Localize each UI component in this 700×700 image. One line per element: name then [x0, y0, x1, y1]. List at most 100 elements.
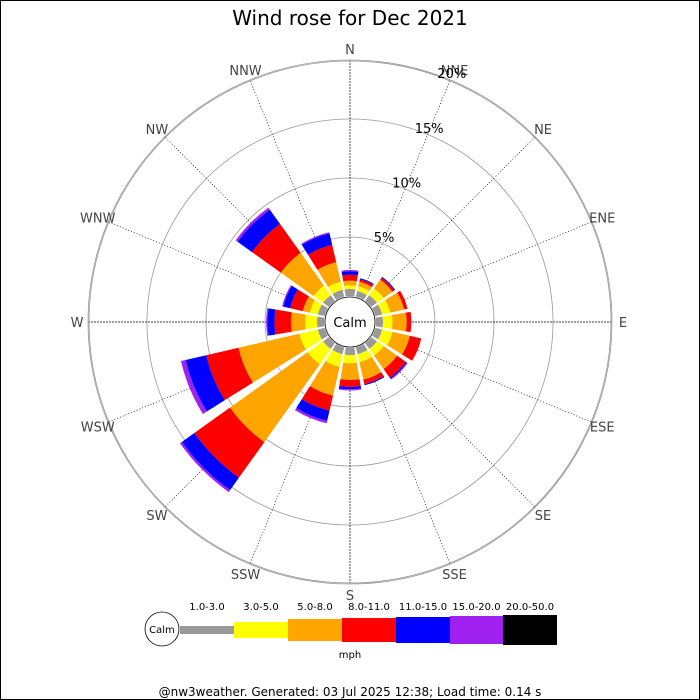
- petal-ne-bin-0: [365, 295, 377, 307]
- petal-wnw-bin-4: [283, 285, 298, 309]
- direction-label-ese: ESE: [590, 420, 615, 435]
- petal-nne-bin-1: [357, 286, 370, 295]
- legend-swatch-0: [180, 626, 234, 634]
- petal-se-bin-1: [369, 341, 384, 356]
- petal-n-bin-5: [341, 270, 359, 272]
- petal-ese-bin-2: [387, 331, 410, 355]
- direction-label-sw: SW: [146, 509, 167, 524]
- petal-ne-bin-2: [374, 279, 393, 298]
- legend-swatch-3: [342, 618, 396, 642]
- petal-s-bin-5: [338, 388, 362, 391]
- direction-label-nne: NNE: [441, 64, 469, 79]
- petal-nne-bin-4: [359, 278, 374, 285]
- direction-label-n: N: [345, 43, 355, 58]
- label-layer: N NNE NE ENE E ESE SE SSE S SSW SW WSW W WNW NW NNW 5% 10…: [71, 43, 628, 604]
- petal-n-bin-4: [341, 271, 359, 276]
- direction-label-nw: NW: [146, 123, 169, 138]
- petal-sse-bin-1: [357, 350, 372, 363]
- petal-wnw-bin-2: [302, 296, 315, 313]
- legend: Calm 1.0-3.0 3.0-5.0 5.0-8.0 8.0-11.0 11.0-15…: [144, 602, 557, 661]
- petal-nw-bin-4: [237, 209, 281, 253]
- petal-ssw-bin-3: [301, 386, 334, 411]
- petal-s-bin-4: [338, 386, 362, 390]
- petal-wsw-bin-3: [206, 347, 253, 401]
- petal-s-bin-3: [339, 379, 361, 387]
- spoke-ne: [368, 137, 535, 304]
- petal-ne-bin-1: [369, 288, 384, 303]
- direction-label-wnw: WNW: [80, 212, 116, 227]
- direction-label-ne: NE: [534, 123, 552, 138]
- petal-nnw-bin-3: [308, 244, 337, 270]
- petal-sse-bin-2: [359, 357, 382, 380]
- petal-e-bin-0: [375, 316, 384, 328]
- petal-nw-bin-2: [280, 252, 324, 296]
- petal-nw-bin-5: [235, 207, 270, 242]
- legend-swatch-4: [396, 617, 450, 643]
- petal-ssw-bin-0: [332, 344, 345, 355]
- petal-sw-bin-1: [307, 341, 331, 365]
- chart-title: Wind rose for Dec 2021: [232, 6, 468, 30]
- petal-wnw-bin-5: [282, 285, 292, 307]
- petal-ssw-bin-1: [325, 350, 343, 367]
- petal-wnw-bin-0: [317, 304, 328, 317]
- legend-calm-circle: [144, 611, 180, 647]
- petal-se-bin-3: [383, 355, 406, 378]
- legend-bin-label: 8.0-11.0: [348, 602, 390, 613]
- petal-wnw-bin-1: [309, 300, 322, 315]
- petal-ene-bin-3: [397, 290, 408, 310]
- legend-bin-label: 3.0-5.0: [243, 602, 278, 613]
- petal-ssw-bin-4: [296, 399, 330, 421]
- petal-sw-bin-0: [323, 337, 335, 349]
- petal-nnw-bin-1: [328, 281, 343, 294]
- ring-label: 5%: [374, 231, 395, 246]
- petal-ne-bin-4: [381, 276, 396, 291]
- petal-w-bin-1: [305, 314, 318, 330]
- ring-label: 20%: [437, 67, 466, 82]
- petal-e-bin-1: [382, 314, 393, 330]
- spoke-sse: [359, 345, 451, 564]
- petal-sw-bin-4: [181, 433, 239, 491]
- spoke-nne: [359, 80, 451, 299]
- direction-label-ene: ENE: [589, 212, 615, 227]
- direction-label-wsw: WSW: [81, 420, 115, 435]
- petal-wnw-bin-3: [290, 289, 309, 312]
- petal-wsw-bin-5: [180, 359, 207, 414]
- petal-ene-bin-2: [385, 292, 405, 313]
- petal-s-bin-1: [343, 354, 357, 364]
- direction-label-e: E: [619, 316, 627, 331]
- petal-nw-bin-0: [323, 295, 335, 307]
- legend-swatch-6: [503, 615, 557, 645]
- petal-wsw-bin-2: [238, 333, 306, 383]
- petal-s-bin-2: [340, 362, 360, 380]
- footer-credit: @nw3weather. Generated: 03 Jul 2025 12:3…: [158, 685, 542, 699]
- petal-se-bin-4: [389, 361, 407, 379]
- petal-n-bin-2: [343, 280, 357, 286]
- ring-label: 15%: [415, 122, 444, 137]
- petal-sse-bin-0: [355, 344, 368, 355]
- petal-e-bin-3: [405, 311, 412, 333]
- petal-nw-bin-1: [313, 285, 331, 303]
- petal-sw-bin-3: [194, 407, 265, 478]
- petal-wsw-bin-4: [185, 355, 225, 412]
- petal-e-bin-2: [391, 312, 407, 332]
- petal-ene-bin-1: [378, 300, 391, 315]
- legend-swatch-5: [450, 616, 503, 644]
- legend-bin-label: 1.0-3.0: [189, 602, 224, 613]
- petal-nne-bin-3: [359, 279, 374, 287]
- petal-sw-bin-5: [179, 441, 231, 493]
- petal-n-bin-3: [342, 274, 358, 282]
- petal-nnw-bin-5: [301, 232, 330, 245]
- petal-nne-bin-0: [355, 290, 367, 300]
- petal-ene-bin-0: [372, 304, 383, 317]
- direction-label-w: W: [71, 316, 84, 331]
- petal-sse-bin-4: [364, 376, 385, 386]
- petal-ssw-bin-5: [294, 408, 328, 424]
- legend-bin-label: 11.0-15.0: [399, 602, 447, 613]
- petal-se-bin-0: [365, 337, 377, 349]
- legend-bin-label: 5.0-8.0: [297, 602, 332, 613]
- petal-nw-bin-3: [251, 223, 301, 273]
- legend-bin-label: 20.0-50.0: [506, 602, 554, 613]
- petal-ese-bin-0: [372, 327, 383, 340]
- petal-nnw-bin-0: [332, 289, 345, 300]
- calm-center: Calm: [324, 296, 376, 348]
